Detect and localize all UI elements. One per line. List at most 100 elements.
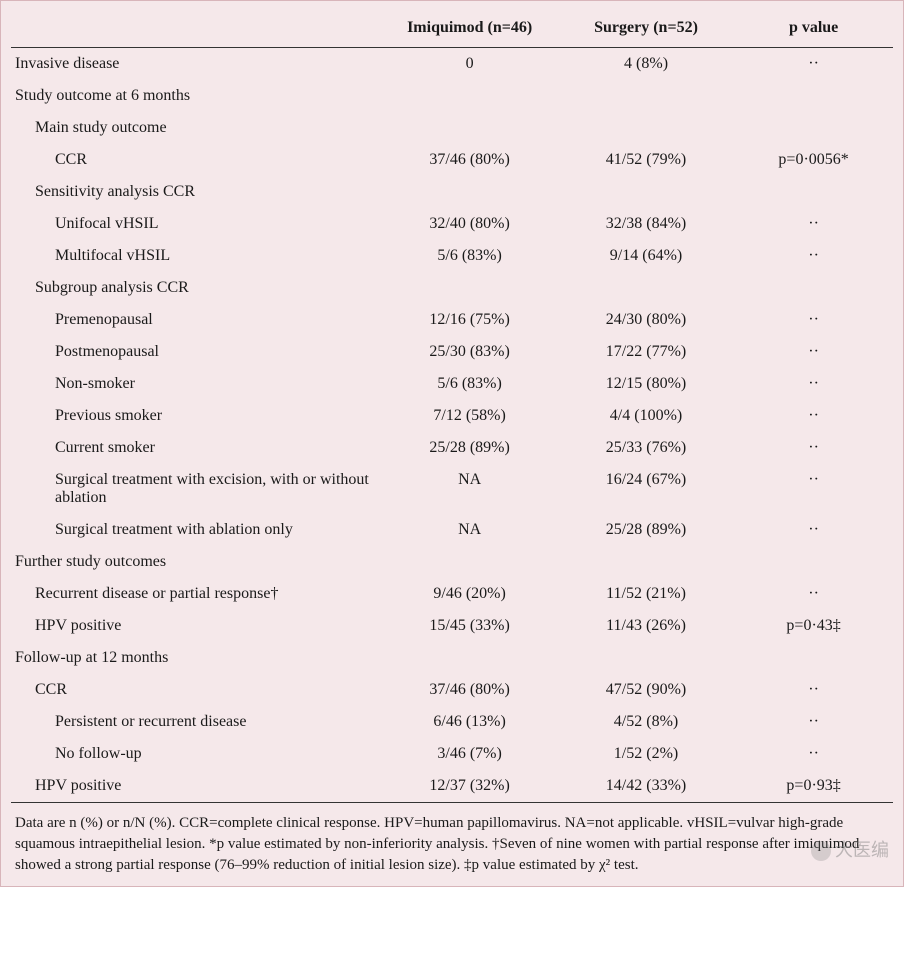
cell-surgery: 25/33 (76%) <box>558 432 734 464</box>
row-label: Postmenopausal <box>11 336 381 368</box>
cell-surgery: 24/30 (80%) <box>558 304 734 336</box>
row-label: No follow-up <box>11 738 381 770</box>
cell-surgery: 14/42 (33%) <box>558 770 734 803</box>
cell-pvalue: ·· <box>734 400 893 432</box>
cell-surgery: 32/38 (84%) <box>558 208 734 240</box>
table-row: Surgical treatment with ablation onlyNA2… <box>11 514 893 546</box>
cell-pvalue: ·· <box>734 304 893 336</box>
cell-imiquimod <box>381 546 557 578</box>
cell-pvalue <box>734 546 893 578</box>
table-row: Sensitivity analysis CCR <box>11 176 893 208</box>
row-label: Recurrent disease or partial response† <box>11 578 381 610</box>
cell-surgery: 4 (8%) <box>558 48 734 81</box>
cell-imiquimod: 25/30 (83%) <box>381 336 557 368</box>
cell-imiquimod: NA <box>381 514 557 546</box>
table-body: Invasive disease04 (8%)··Study outcome a… <box>11 48 893 803</box>
cell-surgery: 41/52 (79%) <box>558 144 734 176</box>
row-label: Surgical treatment with excision, with o… <box>11 464 381 514</box>
results-table: Imiquimod (n=46) Surgery (n=52) p value … <box>11 11 893 803</box>
cell-imiquimod <box>381 272 557 304</box>
cell-surgery <box>558 272 734 304</box>
cell-surgery <box>558 546 734 578</box>
cell-pvalue: p=0·43‡ <box>734 610 893 642</box>
table-row: Premenopausal12/16 (75%)24/30 (80%)·· <box>11 304 893 336</box>
header-surgery: Surgery (n=52) <box>558 11 734 48</box>
cell-imiquimod <box>381 642 557 674</box>
table-row: Invasive disease04 (8%)·· <box>11 48 893 81</box>
row-label: Main study outcome <box>11 112 381 144</box>
cell-imiquimod: 25/28 (89%) <box>381 432 557 464</box>
cell-surgery <box>558 642 734 674</box>
row-label: HPV positive <box>11 610 381 642</box>
table-row: Follow-up at 12 months <box>11 642 893 674</box>
cell-pvalue: ·· <box>734 208 893 240</box>
results-table-container: Imiquimod (n=46) Surgery (n=52) p value … <box>0 0 904 887</box>
row-label: HPV positive <box>11 770 381 803</box>
table-row: Multifocal vHSIL5/6 (83%)9/14 (64%)·· <box>11 240 893 272</box>
cell-imiquimod: 3/46 (7%) <box>381 738 557 770</box>
row-label: Sensitivity analysis CCR <box>11 176 381 208</box>
cell-surgery: 9/14 (64%) <box>558 240 734 272</box>
cell-surgery: 25/28 (89%) <box>558 514 734 546</box>
cell-surgery: 16/24 (67%) <box>558 464 734 514</box>
table-row: Recurrent disease or partial response†9/… <box>11 578 893 610</box>
table-footnote: Data are n (%) or n/N (%). CCR=complete … <box>11 803 893 880</box>
cell-pvalue <box>734 272 893 304</box>
cell-pvalue: p=0·0056* <box>734 144 893 176</box>
header-pvalue: p value <box>734 11 893 48</box>
row-label: Current smoker <box>11 432 381 464</box>
table-row: HPV positive12/37 (32%)14/42 (33%)p=0·93… <box>11 770 893 803</box>
cell-surgery: 17/22 (77%) <box>558 336 734 368</box>
table-row: HPV positive15/45 (33%)11/43 (26%)p=0·43… <box>11 610 893 642</box>
table-row: Non-smoker5/6 (83%)12/15 (80%)·· <box>11 368 893 400</box>
row-label: Unifocal vHSIL <box>11 208 381 240</box>
cell-pvalue: ·· <box>734 336 893 368</box>
cell-pvalue: ·· <box>734 464 893 514</box>
cell-imiquimod <box>381 80 557 112</box>
table-row: Main study outcome <box>11 112 893 144</box>
cell-imiquimod: 32/40 (80%) <box>381 208 557 240</box>
table-row: Surgical treatment with excision, with o… <box>11 464 893 514</box>
cell-imiquimod: 5/6 (83%) <box>381 240 557 272</box>
cell-surgery: 12/15 (80%) <box>558 368 734 400</box>
header-label <box>11 11 381 48</box>
cell-surgery: 4/4 (100%) <box>558 400 734 432</box>
table-row: CCR37/46 (80%)41/52 (79%)p=0·0056* <box>11 144 893 176</box>
cell-imiquimod: 0 <box>381 48 557 81</box>
table-row: Postmenopausal25/30 (83%)17/22 (77%)·· <box>11 336 893 368</box>
cell-pvalue <box>734 642 893 674</box>
cell-pvalue: ·· <box>734 738 893 770</box>
cell-pvalue: ·· <box>734 578 893 610</box>
cell-surgery: 47/52 (90%) <box>558 674 734 706</box>
cell-pvalue <box>734 80 893 112</box>
cell-pvalue: ·· <box>734 674 893 706</box>
header-imiquimod: Imiquimod (n=46) <box>381 11 557 48</box>
cell-imiquimod: 5/6 (83%) <box>381 368 557 400</box>
row-label: Subgroup analysis CCR <box>11 272 381 304</box>
cell-imiquimod: 37/46 (80%) <box>381 144 557 176</box>
cell-imiquimod <box>381 112 557 144</box>
table-row: Persistent or recurrent disease6/46 (13%… <box>11 706 893 738</box>
cell-pvalue: ·· <box>734 48 893 81</box>
cell-surgery: 4/52 (8%) <box>558 706 734 738</box>
table-row: Unifocal vHSIL32/40 (80%)32/38 (84%)·· <box>11 208 893 240</box>
row-label: CCR <box>11 674 381 706</box>
table-row: Previous smoker7/12 (58%)4/4 (100%)·· <box>11 400 893 432</box>
row-label: Premenopausal <box>11 304 381 336</box>
cell-pvalue: p=0·93‡ <box>734 770 893 803</box>
cell-pvalue: ·· <box>734 368 893 400</box>
cell-surgery <box>558 176 734 208</box>
cell-pvalue: ·· <box>734 514 893 546</box>
row-label: Non-smoker <box>11 368 381 400</box>
cell-imiquimod <box>381 176 557 208</box>
row-label: CCR <box>11 144 381 176</box>
cell-surgery: 11/43 (26%) <box>558 610 734 642</box>
row-label: Invasive disease <box>11 48 381 81</box>
cell-surgery: 1/52 (2%) <box>558 738 734 770</box>
cell-imiquimod: 9/46 (20%) <box>381 578 557 610</box>
table-header-row: Imiquimod (n=46) Surgery (n=52) p value <box>11 11 893 48</box>
table-row: No follow-up3/46 (7%)1/52 (2%)·· <box>11 738 893 770</box>
cell-imiquimod: 37/46 (80%) <box>381 674 557 706</box>
row-label: Study outcome at 6 months <box>11 80 381 112</box>
table-row: Further study outcomes <box>11 546 893 578</box>
